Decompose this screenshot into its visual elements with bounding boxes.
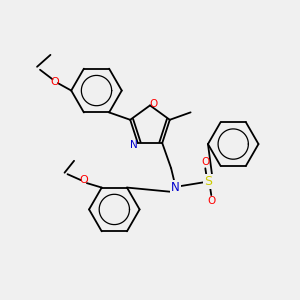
Text: O: O: [149, 99, 158, 109]
Text: O: O: [201, 158, 209, 167]
Text: O: O: [50, 76, 59, 87]
Text: O: O: [80, 175, 88, 185]
Text: N: N: [130, 140, 138, 149]
Text: N: N: [171, 181, 180, 194]
Text: O: O: [207, 196, 215, 206]
Text: S: S: [204, 175, 212, 188]
